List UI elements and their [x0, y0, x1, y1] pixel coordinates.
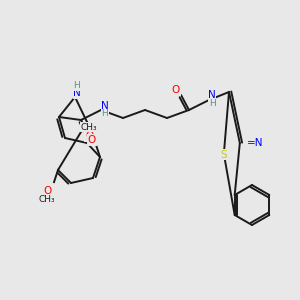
Text: N: N	[208, 90, 216, 100]
Text: CH₃: CH₃	[81, 123, 97, 132]
Text: H: H	[102, 110, 108, 118]
Text: N: N	[73, 88, 81, 98]
Text: O: O	[172, 85, 180, 95]
Text: O: O	[43, 186, 51, 196]
Text: S: S	[220, 150, 227, 160]
Text: H: H	[74, 82, 80, 91]
Text: CH₃: CH₃	[39, 195, 55, 204]
Text: =N: =N	[247, 138, 263, 148]
Text: O: O	[85, 131, 93, 141]
Text: O: O	[88, 135, 96, 145]
Text: N: N	[101, 101, 109, 111]
Text: H: H	[208, 100, 215, 109]
